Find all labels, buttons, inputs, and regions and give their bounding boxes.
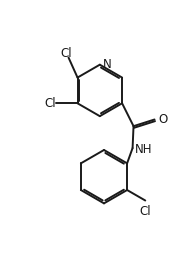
Text: Cl: Cl (45, 97, 56, 110)
Text: O: O (159, 113, 168, 126)
Text: Cl: Cl (61, 47, 72, 60)
Text: NH: NH (135, 142, 152, 156)
Text: Cl: Cl (139, 205, 151, 218)
Text: N: N (103, 58, 112, 71)
